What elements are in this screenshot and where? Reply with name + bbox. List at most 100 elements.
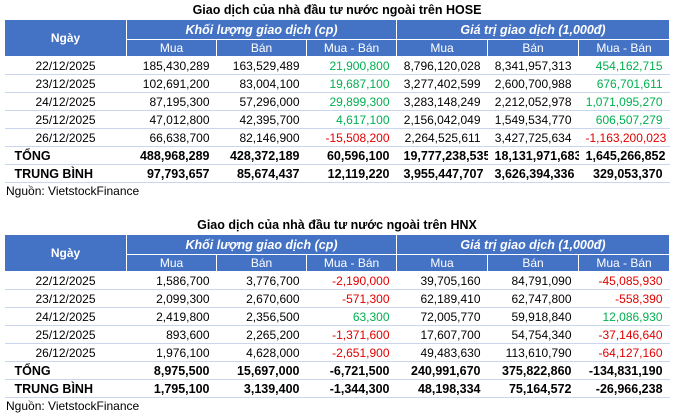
cell-val-buy: 3,955,447,707	[396, 164, 488, 183]
cell-vol-buy: 2,419,800	[126, 307, 217, 326]
cell-vol-sell: 4,628,000	[216, 343, 307, 362]
cell-vol-net: 60,596,100	[306, 146, 397, 165]
cell-val-net: 329,053,370	[578, 164, 670, 183]
cell-vol-net: 19,687,100	[306, 74, 397, 93]
cell-val-buy: 8,796,120,028	[396, 56, 488, 75]
table-row: 23/12/2025 102,691,200 83,004,100 19,687,10…	[4, 74, 670, 93]
cell-vol-buy: 893,600	[126, 325, 217, 344]
cell-val-net: 1,645,266,852	[578, 146, 670, 165]
cell-val-net: -64,127,160	[578, 343, 670, 362]
header-vol-sell: Bán	[216, 39, 307, 57]
cell-vol-sell: 2,356,500	[216, 307, 307, 326]
cell-val-sell: 2,600,700,988	[487, 74, 579, 93]
cell-date: 24/12/2025	[4, 307, 127, 326]
cell-vol-sell: 57,296,000	[216, 92, 307, 111]
hnx-body: 22/12/2025 1,586,700 3,776,700 -2,190,000 39…	[4, 271, 670, 398]
cell-vol-buy: 2,099,300	[126, 289, 217, 308]
cell-vol-net: 29,899,300	[306, 92, 397, 111]
cell-vol-buy: 185,430,289	[126, 56, 217, 75]
header-volume-group: Khối lượng giao dịch (cp)	[125, 19, 398, 40]
cell-date: 22/12/2025	[4, 271, 127, 290]
header-vol-sell: Bán	[216, 254, 307, 272]
cell-date: 23/12/2025	[4, 289, 127, 308]
cell-label: TRUNG BÌNH	[4, 379, 127, 398]
header-vol-buy: Mua	[126, 254, 217, 272]
cell-val-net: -26,966,238	[578, 379, 670, 398]
hnx-title: Giao dịch của nhà đầu tư nước ngoài trên…	[197, 218, 477, 232]
cell-val-net: -134,831,190	[578, 361, 670, 380]
cell-vol-buy: 8,975,500	[126, 361, 217, 380]
cell-val-buy: 3,277,402,599	[396, 74, 488, 93]
cell-val-sell: 8,341,957,313	[487, 56, 579, 75]
table-row: 26/12/2025 66,638,700 82,146,900 -15,508,20…	[4, 128, 670, 147]
cell-val-buy: 39,705,160	[396, 271, 488, 290]
cell-vol-net: -1,344,300	[306, 379, 397, 398]
cell-val-sell: 84,791,090	[487, 271, 579, 290]
cell-date: 22/12/2025	[4, 56, 127, 75]
hnx-section: Giao dịch của nhà đầu tư nước ngoài trên…	[4, 216, 671, 414]
cell-label: TRUNG BÌNH	[4, 164, 127, 183]
header-val-net: Mua - Bán	[578, 39, 671, 57]
cell-vol-buy: 488,968,289	[126, 146, 217, 165]
cell-val-net: 1,071,095,270	[578, 92, 670, 111]
cell-val-buy: 240,991,670	[396, 361, 488, 380]
cell-vol-sell: 83,004,100	[216, 74, 307, 93]
cell-val-buy: 2,264,525,611	[396, 128, 488, 147]
cell-vol-buy: 1,976,100	[126, 343, 217, 362]
cell-vol-buy: 1,586,700	[126, 271, 217, 290]
total-row: TỔNG 8,975,500 15,697,000 -6,721,500 240,991…	[4, 361, 670, 380]
cell-val-sell: 54,754,340	[487, 325, 579, 344]
cell-vol-buy: 1,795,100	[126, 379, 217, 398]
header-val-buy: Mua	[396, 254, 489, 272]
hose-table: Ngày Khối lượng giao dịch (cp) Giá trị g…	[4, 19, 671, 183]
cell-date: 24/12/2025	[4, 92, 127, 111]
cell-vol-sell: 82,146,900	[216, 128, 307, 147]
cell-vol-sell: 42,395,700	[216, 110, 307, 129]
hnx-source: Nguồn: VietstockFinance	[6, 399, 140, 413]
cell-val-sell: 3,626,394,336	[487, 164, 579, 183]
hnx-table: Ngày Khối lượng giao dịch (cp) Giá trị g…	[4, 234, 671, 398]
cell-val-sell: 18,131,971,683	[487, 146, 579, 165]
cell-vol-net: 12,119,220	[306, 164, 397, 183]
table-row: 25/12/2025 47,012,800 42,395,700 4,617,100 2…	[4, 110, 670, 129]
cell-val-buy: 72,005,770	[396, 307, 488, 326]
table-row: 24/12/2025 87,195,300 57,296,000 29,899,300…	[4, 92, 670, 111]
cell-vol-net: -571,300	[306, 289, 397, 308]
cell-val-net: -45,085,930	[578, 271, 670, 290]
cell-vol-net: -2,651,900	[306, 343, 397, 362]
cell-vol-net: 21,900,800	[306, 56, 397, 75]
table-row: 24/12/2025 2,419,800 2,356,500 63,300 72,005…	[4, 307, 670, 326]
cell-val-buy: 62,189,410	[396, 289, 488, 308]
cell-date: 26/12/2025	[4, 343, 127, 362]
cell-val-sell: 62,747,800	[487, 289, 579, 308]
table-row: 22/12/2025 1,586,700 3,776,700 -2,190,000 39…	[4, 271, 670, 290]
cell-vol-net: -1,371,600	[306, 325, 397, 344]
hose-section: Giao dịch của nhà đầu tư nước ngoài trên…	[4, 1, 671, 199]
hose-body: 22/12/2025 185,430,289 163,529,489 21,900,8…	[4, 56, 670, 183]
header-value-group: Giá trị giao dịch (1,000đ)	[396, 19, 671, 40]
cell-vol-net: -15,508,200	[306, 128, 397, 147]
cell-val-net: -558,390	[578, 289, 670, 308]
cell-val-sell: 75,164,572	[487, 379, 579, 398]
hose-source: Nguồn: VietstockFinance	[6, 184, 140, 198]
cell-vol-buy: 47,012,800	[126, 110, 217, 129]
header-volume-group: Khối lượng giao dịch (cp)	[125, 234, 398, 255]
cell-vol-net: -2,190,000	[306, 271, 397, 290]
header-val-net: Mua - Bán	[578, 254, 671, 272]
cell-date: 23/12/2025	[4, 74, 127, 93]
cell-val-net: -37,146,640	[578, 325, 670, 344]
cell-val-net: 676,701,611	[578, 74, 670, 93]
cell-val-sell: 1,549,534,770	[487, 110, 579, 129]
cell-vol-sell: 2,265,200	[216, 325, 307, 344]
header-vol-net: Mua - Bán	[305, 254, 398, 272]
cell-vol-sell: 3,776,700	[216, 271, 307, 290]
cell-vol-net: -6,721,500	[306, 361, 397, 380]
cell-vol-buy: 97,793,657	[126, 164, 217, 183]
header-value-group: Giá trị giao dịch (1,000đ)	[396, 234, 671, 255]
cell-val-buy: 17,607,700	[396, 325, 488, 344]
cell-val-buy: 3,283,148,249	[396, 92, 488, 111]
table-row: 23/12/2025 2,099,300 2,670,600 -571,300 62,1…	[4, 289, 670, 308]
total-row: TỔNG 488,968,289 428,372,189 60,596,100 19,7…	[4, 146, 670, 165]
cell-label: TỔNG	[4, 361, 127, 380]
cell-vol-buy: 87,195,300	[126, 92, 217, 111]
